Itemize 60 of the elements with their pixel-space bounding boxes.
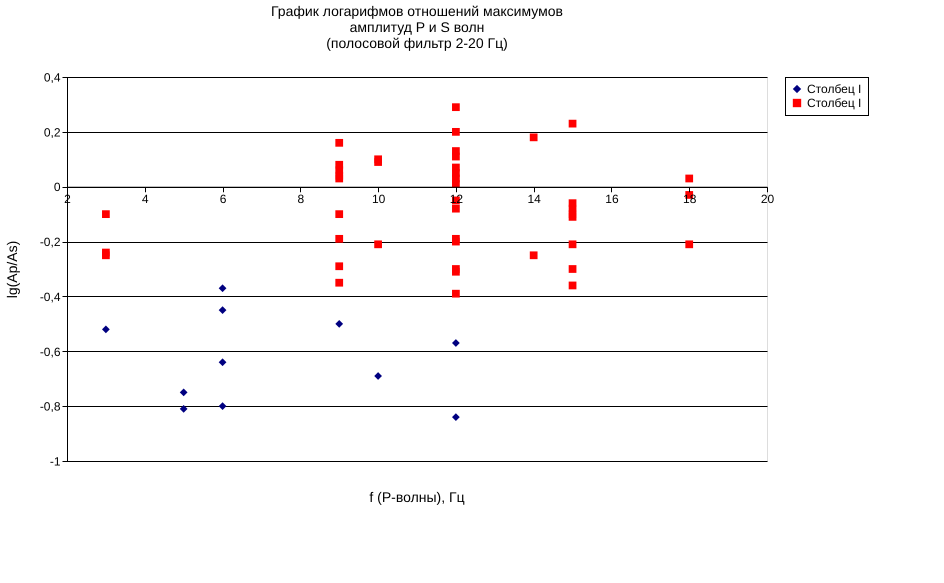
point [568,213,576,221]
point [335,234,344,243]
point [335,138,344,147]
point [218,306,226,314]
point [685,240,694,248]
point [335,210,344,218]
point [102,251,110,260]
y-tick-label: 0,2 [44,125,61,140]
y-axis-title: lg(Ap/As) [4,240,20,298]
point [218,358,226,366]
x-tick-label: 10 [372,192,386,206]
point [374,158,382,166]
point [685,174,694,182]
point [180,405,188,413]
point [218,402,226,410]
point [335,278,344,287]
point [335,262,344,270]
y-tick-label: -0,8 [40,400,61,414]
x-tick-label: 20 [760,192,774,206]
point [568,282,576,290]
point [102,325,110,334]
point [452,152,460,160]
x-tick-label: 16 [605,192,619,206]
x-axis-title: f (P-волны), Гц [369,489,465,505]
point [102,210,110,218]
legend-label: Столбец I [807,82,862,96]
point [452,268,460,276]
x-tick-label: 14 [527,192,542,206]
point [452,413,460,421]
point [568,120,576,128]
point [452,204,460,213]
point [218,284,226,292]
text: График логарифмов отношений максимумов [271,3,563,19]
point [335,320,344,328]
y-tick-label: 0 [54,180,61,194]
text: (полосовой фильтр 2-20 Гц) [326,35,508,51]
point [452,238,460,246]
text: амплитуд P и S волн [350,19,484,35]
y-tick-label: -0,4 [40,290,61,304]
legend-label: Столбец I [807,96,862,110]
point [335,174,344,182]
point [452,339,460,347]
point [374,372,382,380]
point [180,388,188,396]
y-tick-label: 0,4 [44,70,61,84]
y-tick-label: -0,6 [40,344,61,359]
point [452,290,460,298]
y-tick-label: -0,2 [40,235,61,250]
x-tick-label: 4 [142,192,149,206]
point [374,240,382,248]
point [530,251,538,260]
point [452,128,460,136]
point [530,133,538,142]
x-tick-label: 8 [297,192,304,206]
point [568,265,576,273]
point [452,180,460,188]
point [568,240,576,248]
point [452,103,460,112]
x-tick-label: 6 [220,192,227,206]
y-tick-label: -1 [50,454,61,468]
